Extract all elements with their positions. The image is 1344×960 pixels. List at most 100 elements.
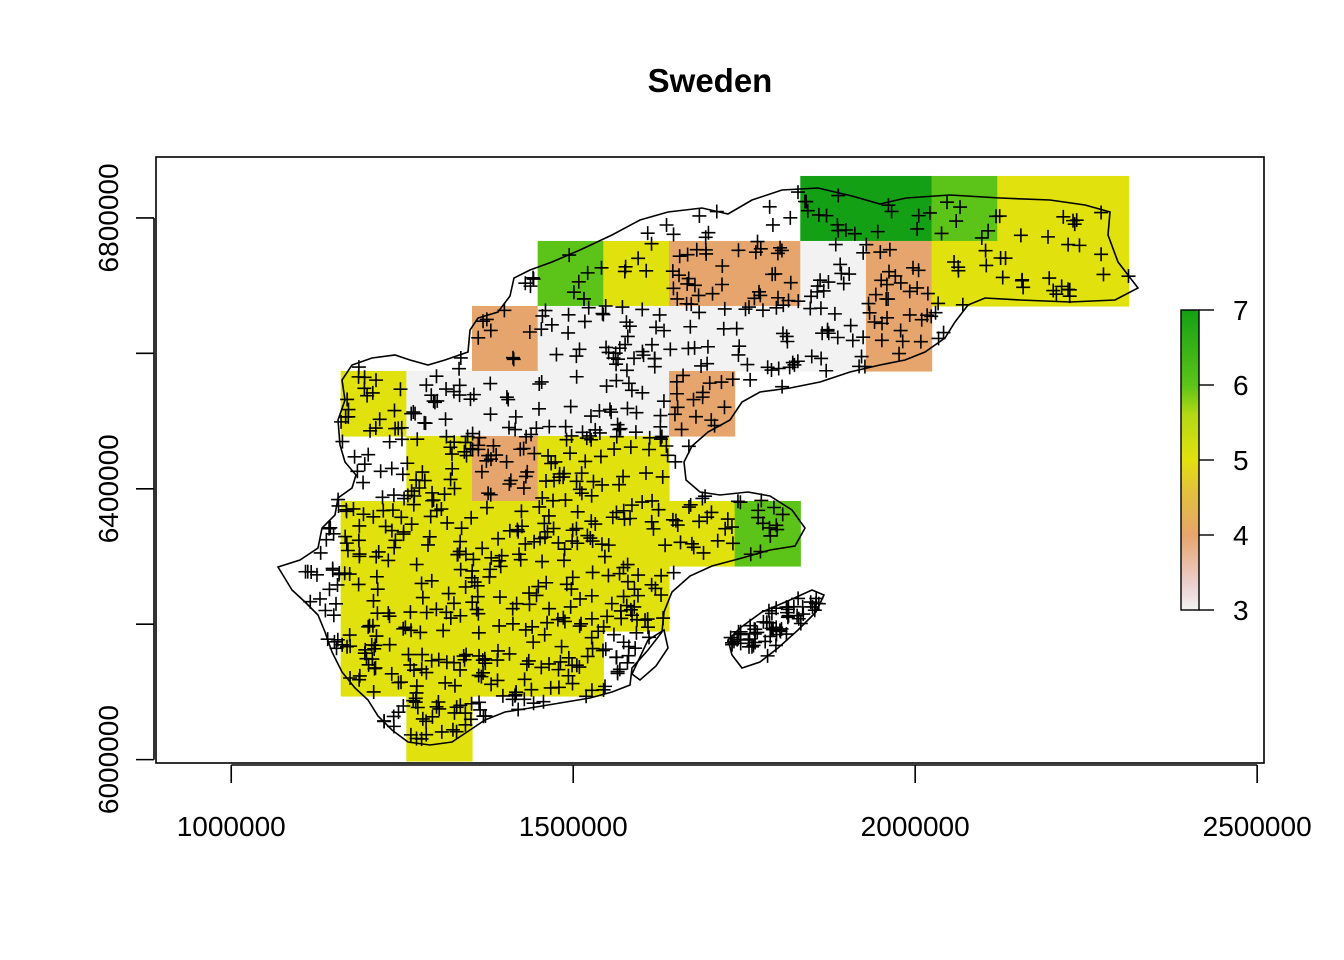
point-marker <box>397 491 412 506</box>
point-marker <box>538 474 553 489</box>
colorbar-tick-label: 7 <box>1233 295 1249 326</box>
point-marker <box>691 288 706 303</box>
point-marker <box>571 274 586 289</box>
point-marker <box>884 204 899 219</box>
point-marker <box>1096 267 1111 282</box>
point-marker <box>635 302 650 317</box>
point-marker <box>501 420 516 435</box>
point-marker <box>752 284 766 299</box>
point-marker <box>879 291 894 306</box>
point-marker <box>1056 209 1071 224</box>
point-marker <box>561 668 576 683</box>
x-tick-label: 1000000 <box>177 811 286 842</box>
point-marker <box>366 684 381 699</box>
raster-cell <box>603 305 670 372</box>
point-marker <box>343 670 358 685</box>
point-marker <box>400 456 415 471</box>
raster-cell <box>668 500 736 567</box>
point-marker <box>384 461 399 476</box>
point-marker <box>683 319 698 334</box>
point-marker <box>870 224 885 239</box>
point-marker <box>583 531 598 546</box>
point-marker <box>404 623 419 638</box>
point-marker <box>1054 279 1069 294</box>
point-marker <box>599 340 614 355</box>
point-marker <box>395 467 410 482</box>
point-marker <box>565 658 580 673</box>
point-marker <box>585 641 600 656</box>
point-marker <box>458 717 473 732</box>
point-marker <box>783 275 798 290</box>
point-marker <box>715 277 730 292</box>
raster-cell <box>406 565 473 632</box>
point-marker <box>562 248 577 263</box>
point-marker <box>775 379 790 394</box>
point-marker <box>370 606 385 621</box>
point-marker <box>635 344 650 359</box>
point-marker <box>415 590 430 605</box>
point-marker <box>526 635 541 650</box>
point-marker <box>471 606 486 621</box>
point-marker <box>438 675 453 690</box>
point-marker <box>533 531 548 546</box>
point-marker <box>446 596 461 611</box>
point-marker <box>425 485 440 500</box>
point-marker <box>733 495 748 510</box>
point-marker <box>361 657 376 672</box>
point-marker <box>529 588 544 603</box>
y-tick-label: 6800000 <box>93 163 124 272</box>
point-marker <box>1062 289 1077 304</box>
point-marker <box>430 393 445 408</box>
point-marker <box>748 622 763 637</box>
point-marker <box>748 245 763 260</box>
point-marker <box>458 579 473 594</box>
point-marker <box>934 226 949 241</box>
point-marker <box>465 426 480 441</box>
point-marker <box>1067 217 1082 232</box>
point-marker <box>630 588 645 603</box>
point-marker <box>714 375 729 390</box>
point-marker <box>584 630 599 645</box>
point-marker <box>667 407 682 422</box>
point-marker <box>828 237 843 252</box>
point-marker <box>325 561 340 576</box>
point-marker <box>763 528 778 543</box>
point-marker <box>539 575 554 590</box>
point-marker <box>474 669 489 684</box>
point-marker <box>357 381 372 396</box>
point-marker <box>369 629 384 644</box>
point-marker <box>472 648 487 663</box>
point-marker <box>750 234 765 249</box>
y-tick-label: 6000000 <box>93 705 124 814</box>
point-marker <box>914 312 929 327</box>
point-marker <box>629 625 644 640</box>
point-marker <box>562 446 577 461</box>
point-marker <box>368 638 383 653</box>
point-marker <box>467 575 482 590</box>
y-tick-label: 6400000 <box>93 434 124 543</box>
point-marker <box>879 277 894 292</box>
point-marker <box>517 672 532 687</box>
point-marker <box>522 325 537 340</box>
point-marker <box>456 649 471 664</box>
point-marker <box>370 582 385 597</box>
point-marker <box>527 446 542 461</box>
point-marker <box>372 412 387 427</box>
point-marker <box>790 608 805 623</box>
point-marker <box>762 520 777 535</box>
point-marker <box>663 342 678 357</box>
point-marker <box>720 512 735 527</box>
point-marker <box>329 641 344 656</box>
point-marker <box>394 432 409 447</box>
point-marker <box>657 323 672 338</box>
point-marker <box>501 392 516 407</box>
point-marker <box>519 657 534 672</box>
point-marker <box>484 550 499 565</box>
point-marker <box>569 521 584 536</box>
point-marker <box>387 540 402 555</box>
point-marker <box>666 565 681 580</box>
point-marker <box>642 442 657 457</box>
point-marker <box>895 334 910 349</box>
point-marker <box>640 620 655 635</box>
point-marker <box>620 574 635 589</box>
